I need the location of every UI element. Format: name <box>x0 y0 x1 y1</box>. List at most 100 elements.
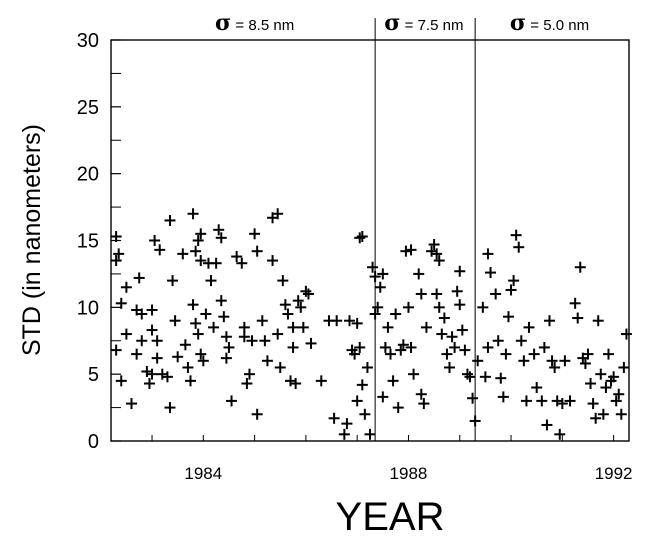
data-point <box>136 308 148 320</box>
data-point <box>359 408 371 420</box>
data-point <box>618 361 630 373</box>
data-point <box>572 312 584 324</box>
data-point <box>285 375 297 387</box>
data-point <box>146 368 158 380</box>
data-point <box>477 301 489 313</box>
y-tick-label: 0 <box>88 431 99 453</box>
data-point <box>272 208 284 220</box>
data-point <box>387 375 399 387</box>
data-point <box>479 371 491 383</box>
data-point <box>315 375 327 387</box>
data-point <box>405 341 417 353</box>
data-point <box>156 368 168 380</box>
data-point <box>438 312 450 324</box>
data-point <box>374 281 386 293</box>
data-point <box>154 244 166 256</box>
data-point <box>220 331 232 343</box>
data-point <box>415 388 427 400</box>
data-point <box>208 321 220 333</box>
data-point <box>231 251 243 263</box>
period-boundaries <box>374 18 476 441</box>
data-point <box>392 402 404 414</box>
x-tick-label: 1984 <box>184 464 222 483</box>
data-point <box>215 295 227 307</box>
data-point <box>428 239 440 251</box>
data-point <box>515 335 527 347</box>
data-point <box>343 315 355 327</box>
data-point <box>190 317 202 329</box>
data-point <box>167 275 179 287</box>
period-label: σ = 5.0 nm <box>510 10 589 36</box>
y-tick-label: 30 <box>77 30 99 52</box>
data-point <box>587 398 599 410</box>
data-point <box>354 341 366 353</box>
plot-frame <box>110 39 630 442</box>
data-point <box>510 229 522 241</box>
data-point <box>205 275 217 287</box>
x-tick-label: 1988 <box>390 464 428 483</box>
data-point <box>495 372 507 384</box>
y-tick-label: 15 <box>77 231 99 253</box>
data-point <box>290 378 302 390</box>
data-point <box>195 348 207 360</box>
data-point <box>110 255 122 267</box>
data-point <box>433 255 445 267</box>
x-tick-label: 1992 <box>595 464 633 483</box>
data-point <box>300 285 312 297</box>
data-point <box>256 315 268 327</box>
data-point <box>559 355 571 367</box>
data-point <box>397 339 409 351</box>
period-label: σ = 7.5 nm <box>384 10 463 36</box>
data-point <box>302 288 314 300</box>
data-point <box>620 328 632 340</box>
data-point <box>520 395 532 407</box>
data-point <box>461 368 473 380</box>
data-point <box>287 321 299 333</box>
data-point <box>482 341 494 353</box>
data-point <box>574 261 586 273</box>
data-point <box>249 228 261 240</box>
data-point <box>615 408 627 420</box>
data-point <box>169 315 181 327</box>
data-point <box>610 395 622 407</box>
data-point <box>213 224 225 236</box>
data-point <box>238 331 250 343</box>
data-point <box>184 375 196 387</box>
data-point <box>518 355 530 367</box>
data-point <box>531 382 543 394</box>
data-point <box>377 391 389 403</box>
data-point <box>446 331 458 343</box>
data-point <box>356 230 368 242</box>
data-point <box>356 379 368 391</box>
data-point <box>549 361 561 373</box>
data-point <box>251 408 263 420</box>
data-point <box>449 341 461 353</box>
data-point <box>218 311 230 323</box>
data-point <box>297 321 309 333</box>
data-point <box>115 297 127 309</box>
data-point <box>190 245 202 257</box>
data-point <box>215 232 227 244</box>
data-point <box>585 378 597 390</box>
data-point <box>400 245 412 257</box>
data-point <box>500 348 512 360</box>
data-point <box>554 428 566 440</box>
data-point <box>187 299 199 311</box>
data-point <box>433 301 445 313</box>
y-tick-label: 25 <box>77 97 99 119</box>
period-value: = 7.5 nm <box>400 17 463 34</box>
data-point <box>582 348 594 360</box>
data-point <box>292 295 304 307</box>
data-point <box>490 288 502 300</box>
data-point <box>459 344 471 356</box>
x-axis-label: YEAR <box>336 495 445 539</box>
data-point <box>261 355 273 367</box>
data-point <box>282 308 294 320</box>
data-point <box>120 328 132 340</box>
data-point <box>538 341 550 353</box>
data-point <box>136 335 148 347</box>
data-point <box>259 335 271 347</box>
data-point <box>164 402 176 414</box>
y-tick-label: 20 <box>77 164 99 186</box>
data-point <box>305 337 317 349</box>
